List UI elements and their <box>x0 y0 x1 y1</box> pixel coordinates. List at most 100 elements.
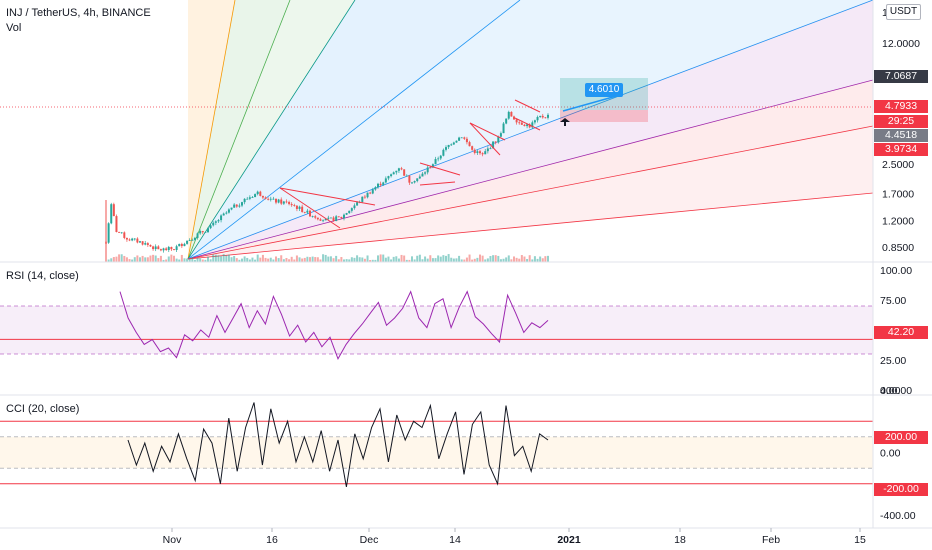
volume-bar <box>227 254 230 262</box>
volume-bar <box>282 259 285 262</box>
candle-body <box>248 197 251 199</box>
candle-body <box>408 175 411 183</box>
volume-bar <box>481 255 484 262</box>
volume-bar <box>251 257 254 262</box>
candle-body <box>275 198 277 203</box>
volume-bar <box>340 257 343 262</box>
candle-body <box>361 196 364 202</box>
cci-lower-badge: -200.00 <box>874 483 928 496</box>
candle-body <box>227 209 230 213</box>
volume-bar <box>332 258 335 262</box>
volume-bar <box>397 258 400 262</box>
candle-body <box>507 111 510 119</box>
volume-bar <box>442 255 445 262</box>
volume-bar <box>128 259 131 262</box>
candle-body <box>118 232 121 233</box>
price-pane[interactable] <box>0 0 874 262</box>
candle-body <box>115 216 118 233</box>
volume-bar <box>452 258 455 262</box>
volume-bar <box>159 255 162 262</box>
candle-body <box>502 123 505 134</box>
volume-bar <box>468 254 471 262</box>
volume-bar <box>421 259 424 262</box>
candle-body <box>280 199 283 204</box>
rsi-tick-label: 0.00 <box>880 385 901 397</box>
candle-body <box>479 151 481 154</box>
candle-body <box>434 159 437 165</box>
volume-bars <box>105 200 549 262</box>
fan-blue-1-line <box>187 0 521 260</box>
candle-body <box>243 198 246 203</box>
fan-red-2-area <box>188 126 873 259</box>
projection-arrow <box>562 94 621 112</box>
candle-body <box>230 207 233 210</box>
candle-body <box>290 204 293 206</box>
candle-body <box>293 205 296 206</box>
volume-bar <box>277 258 280 262</box>
volume-bar <box>295 255 298 262</box>
candle-body <box>120 232 123 234</box>
volume-bar <box>400 254 403 262</box>
candle-body <box>162 248 165 251</box>
position-loss-zone <box>560 110 648 122</box>
volume-bar <box>484 259 487 262</box>
candle-body <box>531 122 534 128</box>
candle-body <box>499 133 502 137</box>
pattern-trendline <box>514 117 541 131</box>
rsi-pane[interactable] <box>0 290 873 360</box>
volume-bar <box>492 255 495 262</box>
candle-body <box>128 239 131 241</box>
candle-body <box>256 191 259 195</box>
volume-bar <box>246 257 249 262</box>
candle-body <box>327 217 330 219</box>
volume-bar <box>403 255 406 262</box>
volume-bar <box>272 259 275 262</box>
candle-body <box>439 155 442 159</box>
time-axis-label: 14 <box>449 534 461 546</box>
candle-body <box>191 239 194 241</box>
rsi-tick-label: 75.00 <box>880 295 906 307</box>
volume-bar <box>133 257 136 262</box>
time-axis-label: 16 <box>266 534 278 546</box>
cci-upper-badge: 200.00 <box>874 431 928 444</box>
candle-body <box>431 164 434 168</box>
candle-body <box>340 216 343 219</box>
symbol-title: INJ / TetherUS, 4h, BINANCE <box>6 7 151 19</box>
candle-body <box>515 119 518 123</box>
candle-body <box>188 240 191 241</box>
candle-body <box>238 205 241 207</box>
volume-bar <box>531 259 534 262</box>
cci-pane[interactable] <box>0 402 873 487</box>
candle-body <box>528 124 531 128</box>
volume-bar <box>450 257 453 262</box>
rsi-band-area <box>0 306 873 354</box>
candle-body <box>400 168 403 170</box>
volume-bar <box>149 255 152 262</box>
candle-body <box>536 117 539 121</box>
volume-bar <box>523 256 526 262</box>
pattern-trendline <box>419 162 461 176</box>
candle-body <box>175 246 178 250</box>
volume-bar <box>139 257 141 262</box>
candles <box>105 110 549 253</box>
volume-bar <box>358 257 361 262</box>
candle-body <box>445 147 447 150</box>
volume-bar <box>329 256 332 262</box>
volume-bar <box>518 258 521 262</box>
time-axis-label: Dec <box>360 534 379 546</box>
cci-label: CCI (20, close) <box>6 403 80 415</box>
candle-body <box>426 167 429 173</box>
projection-label[interactable]: 4.6010 <box>585 83 623 97</box>
volume-bar <box>154 255 157 262</box>
volume-bar <box>188 259 191 262</box>
currency-button[interactable]: USDT <box>886 4 921 20</box>
volume-bar <box>217 255 220 262</box>
volume-bar <box>510 259 513 262</box>
candle-body <box>110 204 113 224</box>
volume-bar <box>390 259 393 262</box>
cci-tick-label: 0.00 <box>880 448 901 460</box>
volume-bar <box>110 258 113 262</box>
volume-bar <box>131 259 134 262</box>
volume-bar <box>494 255 497 262</box>
